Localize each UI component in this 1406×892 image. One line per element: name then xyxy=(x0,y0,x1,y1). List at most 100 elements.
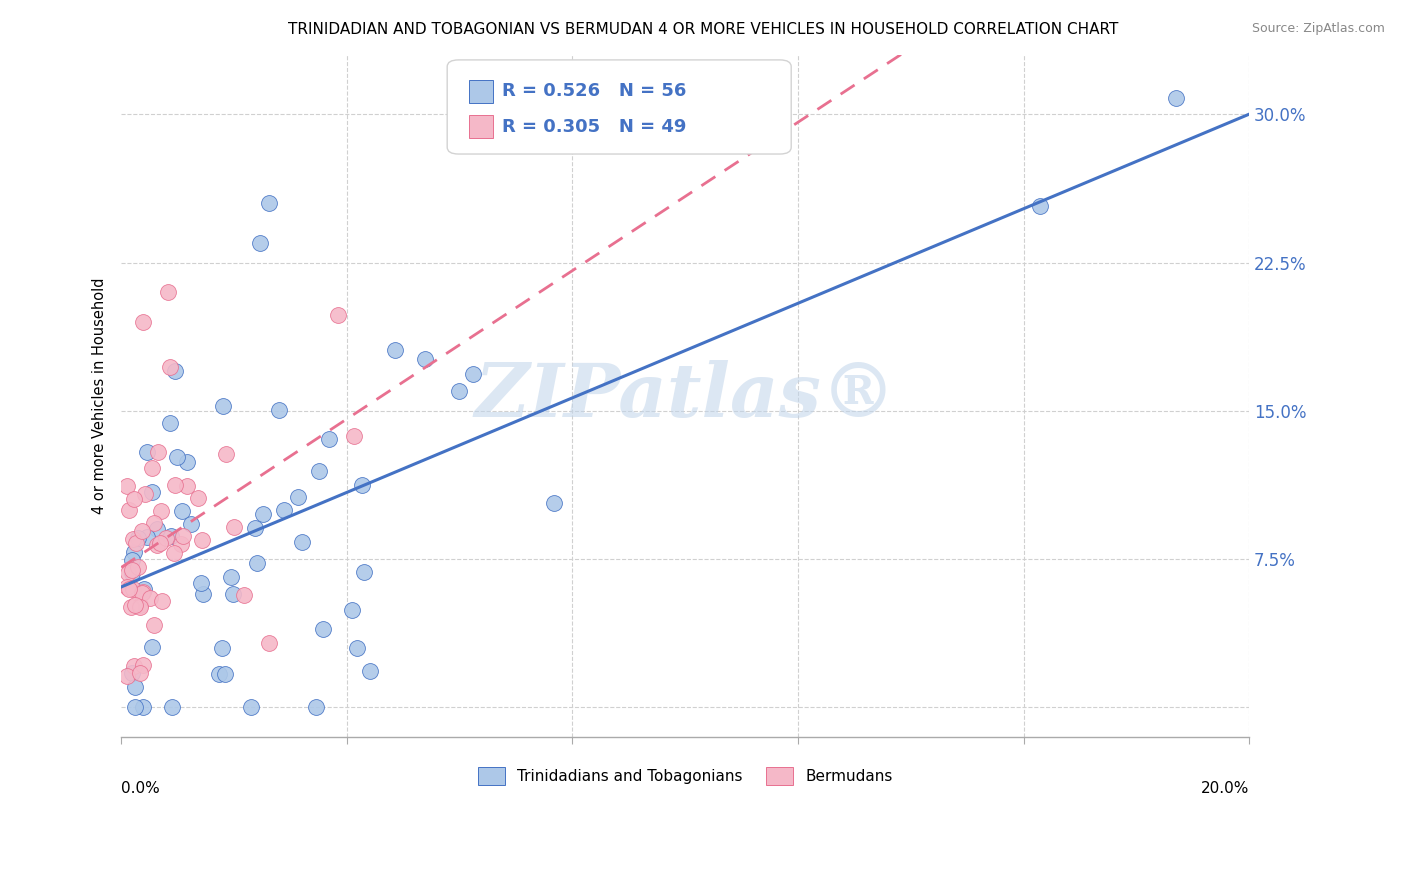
Point xyxy=(384,343,406,358)
Point xyxy=(353,566,375,580)
Point xyxy=(176,455,198,469)
Point xyxy=(129,600,152,615)
Point xyxy=(122,658,145,673)
Point xyxy=(172,529,194,543)
Point xyxy=(143,516,166,530)
Bar xyxy=(468,79,494,103)
Point xyxy=(273,503,295,517)
Bar xyxy=(468,115,494,138)
Point xyxy=(122,544,145,558)
Point xyxy=(135,445,157,459)
Point xyxy=(543,496,565,510)
Point xyxy=(318,432,340,446)
Point xyxy=(121,566,143,581)
Point xyxy=(141,484,163,499)
Point xyxy=(149,504,172,518)
Point xyxy=(131,585,153,599)
Text: ZIPatlas®: ZIPatlas® xyxy=(474,359,896,433)
Point xyxy=(124,598,146,612)
Point xyxy=(118,503,141,517)
Legend: Trinidadians and Tobagonians, Bermudans: Trinidadians and Tobagonians, Bermudans xyxy=(471,761,898,791)
Point xyxy=(155,531,177,545)
Point xyxy=(269,403,291,417)
Point xyxy=(163,546,186,560)
Point xyxy=(121,553,143,567)
Point xyxy=(1164,91,1187,105)
Point xyxy=(222,520,245,534)
Point xyxy=(160,700,183,714)
Point xyxy=(134,486,156,500)
Point xyxy=(118,582,141,596)
Point xyxy=(305,700,328,714)
Point xyxy=(129,598,152,612)
Point xyxy=(340,603,363,617)
Point xyxy=(166,450,188,464)
Point xyxy=(346,640,368,655)
Point xyxy=(326,308,349,322)
Point xyxy=(122,491,145,506)
Point xyxy=(124,680,146,694)
Point xyxy=(115,580,138,594)
Point xyxy=(165,364,187,378)
Point xyxy=(243,521,266,535)
Point xyxy=(142,618,165,632)
Point xyxy=(125,536,148,550)
Point xyxy=(352,477,374,491)
Point xyxy=(141,460,163,475)
Point xyxy=(342,429,364,443)
Point xyxy=(359,664,381,678)
Point xyxy=(136,531,159,545)
Point xyxy=(149,536,172,550)
Point xyxy=(259,196,281,211)
Point xyxy=(115,669,138,683)
Point xyxy=(132,315,155,329)
Point xyxy=(259,635,281,649)
Point xyxy=(132,658,155,673)
Point xyxy=(115,479,138,493)
Point xyxy=(252,507,274,521)
Point xyxy=(131,524,153,538)
Point xyxy=(146,522,169,536)
Text: R = 0.526   N = 56: R = 0.526 N = 56 xyxy=(502,82,688,100)
Y-axis label: 4 or more Vehicles in Household: 4 or more Vehicles in Household xyxy=(93,277,107,515)
Point xyxy=(287,491,309,505)
Point xyxy=(190,576,212,591)
Point xyxy=(122,533,145,547)
Point xyxy=(156,285,179,300)
Point xyxy=(193,587,215,601)
Point xyxy=(290,534,312,549)
Point xyxy=(176,479,198,493)
Point xyxy=(463,367,485,381)
Point xyxy=(221,570,243,584)
Point xyxy=(121,666,143,681)
Point xyxy=(187,491,209,505)
Point xyxy=(191,533,214,547)
Point xyxy=(122,582,145,596)
Point xyxy=(170,537,193,551)
Point xyxy=(308,464,330,478)
Point xyxy=(141,640,163,655)
Point xyxy=(117,566,139,581)
Text: 20.0%: 20.0% xyxy=(1201,781,1249,797)
Point xyxy=(120,599,142,614)
Point xyxy=(239,700,262,714)
Point xyxy=(139,591,162,605)
Point xyxy=(211,641,233,656)
Point xyxy=(145,538,167,552)
Point xyxy=(127,531,149,545)
Point xyxy=(312,622,335,636)
Text: R = 0.305   N = 49: R = 0.305 N = 49 xyxy=(502,118,688,136)
Point xyxy=(131,586,153,600)
Point xyxy=(128,666,150,681)
Point xyxy=(211,399,233,413)
Point xyxy=(207,667,229,681)
Text: 0.0%: 0.0% xyxy=(121,781,160,797)
Point xyxy=(214,666,236,681)
Point xyxy=(159,360,181,375)
Point xyxy=(232,589,254,603)
Text: Source: ZipAtlas.com: Source: ZipAtlas.com xyxy=(1251,22,1385,36)
Point xyxy=(124,700,146,714)
Point xyxy=(127,559,149,574)
Point xyxy=(447,384,470,398)
Point xyxy=(165,478,187,492)
